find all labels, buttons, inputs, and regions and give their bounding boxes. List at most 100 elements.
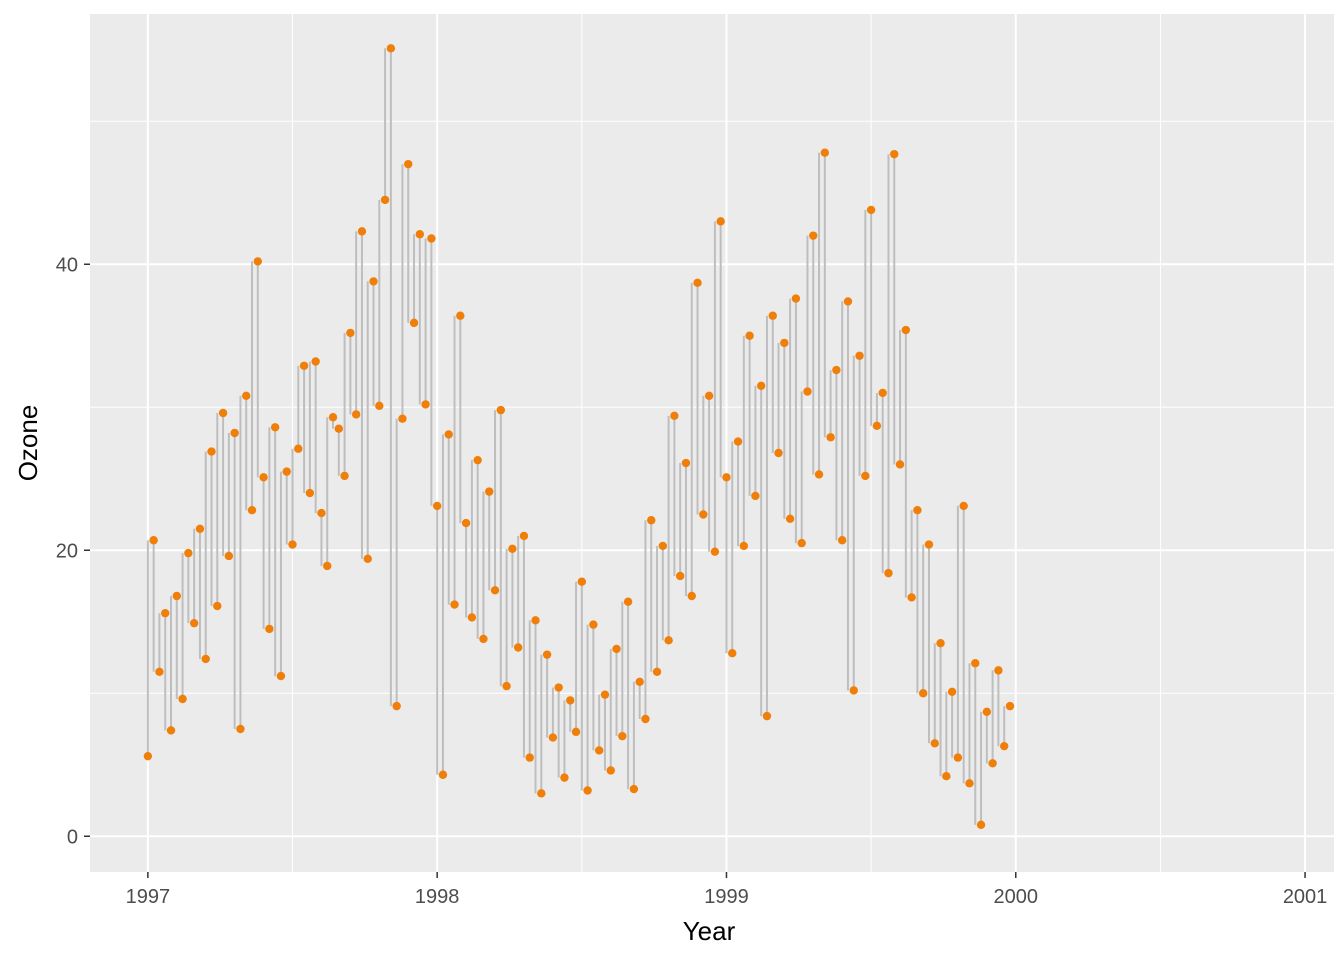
data-point: [704, 391, 714, 401]
data-point: [485, 487, 494, 496]
data-point: [976, 820, 986, 830]
data-point: [930, 739, 939, 748]
data-point: [155, 667, 164, 676]
data-point: [647, 516, 656, 525]
data-point: [756, 381, 766, 390]
data-point: [444, 430, 453, 439]
data-point: [658, 541, 668, 551]
data-point: [687, 591, 696, 601]
data-point: [855, 351, 864, 360]
y-tick-label: 0: [67, 826, 78, 848]
data-point: [195, 524, 205, 533]
data-point: [531, 616, 540, 625]
y-tick-label: 40: [56, 254, 78, 276]
data-point: [837, 536, 847, 545]
data-point: [866, 205, 876, 215]
data-point: [421, 400, 430, 409]
data-point: [878, 388, 887, 398]
x-tick-label: 1997: [126, 886, 171, 908]
data-point: [380, 195, 390, 205]
x-tick-label: 1999: [704, 886, 749, 908]
data-point: [276, 671, 286, 681]
data-point: [450, 600, 459, 609]
data-point: [994, 666, 1003, 675]
data-point: [1005, 701, 1015, 711]
data-point: [768, 311, 777, 320]
data-point: [971, 659, 980, 668]
data-point: [537, 789, 546, 798]
data-point: [803, 387, 812, 396]
data-point: [751, 491, 760, 501]
data-point: [739, 541, 749, 551]
data-point: [427, 234, 436, 243]
data-point: [623, 597, 633, 606]
data-point: [589, 620, 598, 629]
data-point: [375, 401, 384, 411]
x-tick-label: 1998: [415, 886, 460, 908]
data-point: [392, 701, 401, 711]
data-point: [323, 561, 332, 571]
data-point: [502, 681, 511, 691]
data-point: [542, 650, 552, 659]
data-point: [959, 501, 968, 511]
data-point: [351, 410, 361, 419]
data-point: [762, 711, 772, 721]
data-point: [554, 683, 563, 692]
data-point: [259, 473, 268, 482]
y-tick-label: 20: [56, 540, 78, 562]
data-point: [415, 230, 425, 239]
data-point: [334, 424, 343, 433]
data-point: [265, 624, 274, 634]
data-point: [953, 753, 963, 762]
data-point: [294, 444, 303, 453]
data-point: [745, 331, 754, 340]
data-point: [618, 731, 627, 741]
data-point: [213, 601, 222, 611]
data-point: [253, 257, 262, 266]
data-point: [519, 531, 529, 541]
data-point: [508, 544, 517, 554]
data-point: [571, 727, 581, 737]
data-point: [178, 694, 187, 704]
data-point: [224, 551, 234, 561]
data-point: [965, 779, 974, 788]
data-point: [218, 408, 228, 418]
data-point: [513, 643, 523, 652]
data-point: [201, 654, 210, 664]
data-point: [797, 538, 806, 548]
data-point: [988, 759, 997, 768]
data-point: [675, 571, 685, 581]
data-point: [907, 593, 916, 602]
data-point: [560, 773, 569, 782]
data-point: [809, 231, 818, 240]
data-point: [600, 690, 610, 699]
data-point: [849, 686, 858, 695]
data-point: [467, 613, 477, 622]
data-point: [525, 753, 534, 762]
data-point: [947, 687, 957, 697]
data-point: [247, 506, 257, 515]
data-point: [288, 540, 297, 549]
data-segments: [146, 48, 1006, 825]
data-point: [409, 318, 419, 328]
data-point: [456, 311, 465, 320]
data-point: [270, 423, 280, 432]
data-point: [924, 540, 934, 549]
data-point: [299, 361, 309, 370]
data-point: [936, 639, 945, 648]
data-point: [149, 536, 158, 545]
data-point: [577, 577, 587, 586]
data-point: [363, 554, 372, 564]
data-point: [681, 458, 691, 468]
data-point: [699, 510, 708, 519]
data-point: [236, 724, 245, 734]
data-point: [479, 634, 488, 644]
x-tick-label: 2001: [1283, 886, 1328, 908]
data-point: [473, 455, 482, 465]
data-point: [884, 568, 893, 578]
data-point: [785, 514, 795, 523]
data-point: [189, 618, 199, 628]
data-point: [242, 391, 251, 401]
data-point: [716, 217, 725, 226]
